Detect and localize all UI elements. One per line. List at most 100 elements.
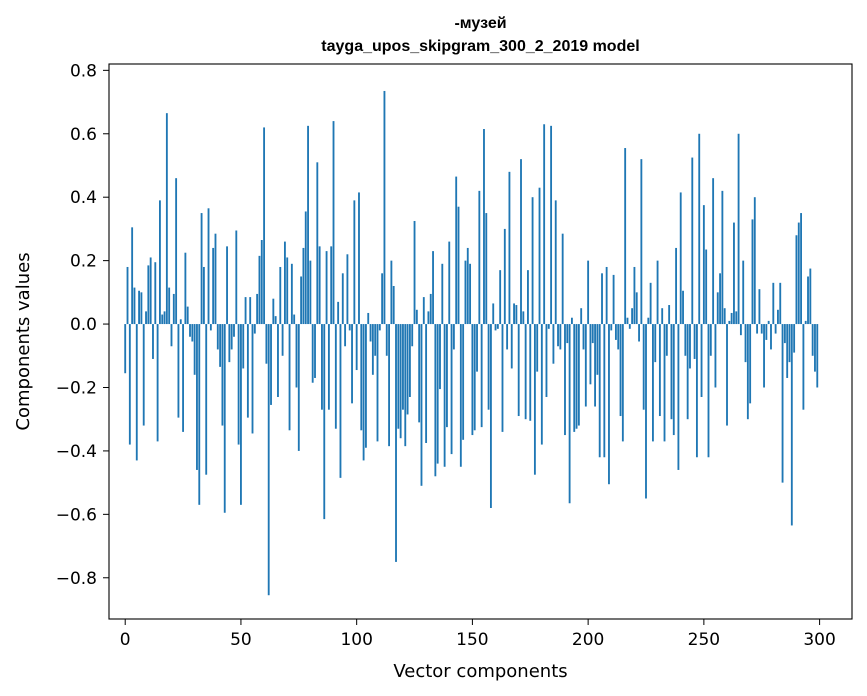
bar-209 xyxy=(608,324,610,485)
bar-157 xyxy=(487,324,490,410)
bar-93 xyxy=(339,324,342,478)
bar-40 xyxy=(216,324,219,350)
bar-190 xyxy=(564,324,566,436)
bar-35 xyxy=(205,324,208,475)
bar-278 xyxy=(767,320,770,325)
y-tick-label: −0.8 xyxy=(56,569,97,589)
bar-128 xyxy=(420,324,423,486)
x-axis-ticks: 0 50 100 150 200 250 300 xyxy=(120,619,836,650)
y-tick-label: 0.8 xyxy=(70,61,97,81)
bar-282 xyxy=(777,309,779,325)
bar-92 xyxy=(337,301,340,325)
bar-113 xyxy=(385,324,388,356)
bar-102 xyxy=(360,324,363,431)
bar-129 xyxy=(422,297,425,325)
bar-243 xyxy=(686,324,689,420)
bar-28 xyxy=(189,324,191,337)
bar-13 xyxy=(154,262,157,325)
bar-19 xyxy=(168,287,171,325)
bar-266 xyxy=(739,324,742,336)
bar-166 xyxy=(508,171,511,325)
bar-125 xyxy=(413,220,416,325)
x-tick-label: 200 xyxy=(572,630,604,650)
bar-277 xyxy=(765,324,768,340)
bar-163 xyxy=(501,324,504,432)
bar-230 xyxy=(656,260,659,325)
bar-155 xyxy=(483,129,485,325)
bar-105 xyxy=(367,312,370,325)
bar-6 xyxy=(138,290,141,325)
bar-189 xyxy=(561,233,564,325)
bar-42 xyxy=(221,324,224,426)
bar-246 xyxy=(693,324,696,359)
bar-219 xyxy=(631,308,634,325)
bar-50 xyxy=(240,324,242,505)
bar-74 xyxy=(295,324,298,388)
bar-144 xyxy=(457,206,460,325)
bar-205 xyxy=(598,324,601,458)
bar-294 xyxy=(804,320,807,325)
bar-24 xyxy=(179,319,182,325)
bar-191 xyxy=(566,324,569,344)
bar-101 xyxy=(358,192,360,325)
bar-103 xyxy=(362,324,365,461)
bar-36 xyxy=(207,208,210,325)
bar-57 xyxy=(256,293,259,325)
bar-43 xyxy=(223,324,226,513)
bar-220 xyxy=(633,266,636,325)
bar-273 xyxy=(756,324,759,334)
bar-211 xyxy=(612,274,615,325)
bar-257 xyxy=(719,273,721,325)
bar-181 xyxy=(543,124,546,325)
bar-99 xyxy=(353,200,356,325)
bar-148 xyxy=(466,247,469,325)
bar-228 xyxy=(652,324,654,442)
bar-16 xyxy=(161,314,164,325)
bar-179 xyxy=(538,187,541,325)
bar-100 xyxy=(355,324,358,371)
y-tick-label: 0.4 xyxy=(70,188,97,208)
bar-286 xyxy=(786,324,789,378)
bar-120 xyxy=(402,324,404,410)
bar-176 xyxy=(531,197,534,325)
bar-22 xyxy=(175,178,178,325)
bar-127 xyxy=(418,324,421,423)
bar-251 xyxy=(705,249,708,325)
bar-117 xyxy=(395,324,397,562)
bar-89 xyxy=(330,246,333,325)
bar-198 xyxy=(582,324,585,350)
bar-159 xyxy=(492,303,495,325)
bar-25 xyxy=(182,324,184,432)
bar-245 xyxy=(691,157,694,325)
bar-38 xyxy=(212,247,215,325)
bar-141 xyxy=(450,324,453,455)
bar-193 xyxy=(571,317,573,325)
bar-17 xyxy=(163,311,166,325)
bar-67 xyxy=(279,266,282,325)
bar-216 xyxy=(624,148,627,325)
bar-81 xyxy=(311,324,314,383)
bar-4 xyxy=(133,287,136,325)
chart-title: -музей xyxy=(454,15,506,32)
bar-95 xyxy=(344,324,347,347)
bar-142 xyxy=(452,324,455,350)
bar-293 xyxy=(802,324,805,410)
bar-122 xyxy=(406,324,409,415)
bar-112 xyxy=(383,90,386,325)
bar-261 xyxy=(728,320,731,325)
bar-260 xyxy=(726,324,728,426)
y-tick-label: −0.6 xyxy=(56,505,97,525)
bar-265 xyxy=(737,133,740,325)
bar-279 xyxy=(770,324,772,350)
bars-group xyxy=(124,90,819,596)
bar-104 xyxy=(365,324,367,448)
bar-15 xyxy=(159,200,161,325)
bar-55 xyxy=(251,324,254,434)
bar-70 xyxy=(286,257,289,325)
bar-206 xyxy=(601,273,603,325)
bar-158 xyxy=(489,324,492,508)
bar-182 xyxy=(545,324,548,397)
bar-96 xyxy=(346,254,349,325)
bar-34 xyxy=(202,266,205,325)
bar-208 xyxy=(605,266,608,325)
